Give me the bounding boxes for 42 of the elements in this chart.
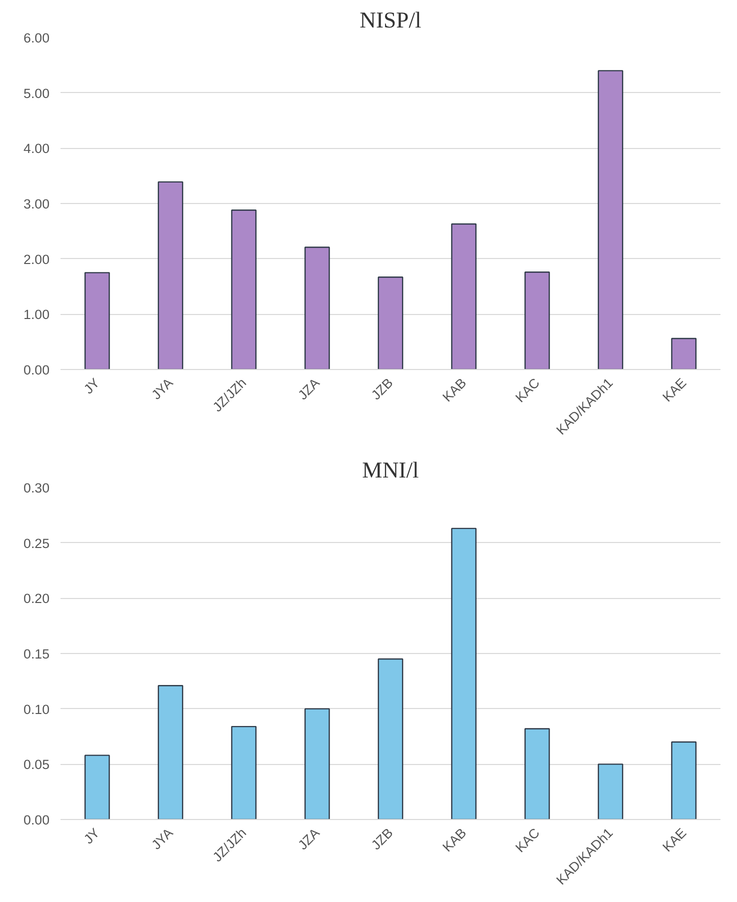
y-tick-label: 0.25 — [24, 536, 50, 551]
bar — [231, 726, 257, 820]
bar — [158, 684, 184, 820]
bar — [524, 728, 550, 820]
y-tick-label: 0.00 — [24, 362, 50, 378]
y-tick-label: 6.00 — [24, 30, 50, 46]
y-tick-label: 0.05 — [24, 757, 50, 772]
y-tick-label: 1.00 — [24, 307, 50, 322]
bar — [598, 70, 624, 370]
bar — [378, 658, 404, 820]
bar — [378, 276, 404, 370]
x-tick-label: JYA — [148, 375, 176, 402]
x-tick-label: JY — [80, 375, 103, 397]
x-tick-label: JZB — [368, 375, 396, 403]
x-tick-label: JY — [80, 825, 103, 847]
bar — [84, 754, 110, 820]
y-tick-label: 5.00 — [24, 86, 50, 101]
bar — [231, 210, 257, 370]
chart-title: NISP/l — [360, 8, 422, 32]
bar — [304, 246, 330, 370]
y-tick-label: 3.00 — [24, 196, 50, 212]
y-tick-label: 0.20 — [24, 591, 50, 606]
y-tick-label: 4.00 — [24, 141, 50, 156]
bar — [671, 741, 697, 820]
x-tick-label: JZA — [295, 375, 323, 403]
bar — [598, 764, 624, 820]
y-tick-label: 2.00 — [24, 252, 50, 267]
bar — [524, 272, 550, 370]
y-tick-label: 0.15 — [24, 646, 50, 662]
x-tick-label: JYA — [148, 825, 176, 852]
bar — [671, 338, 697, 370]
bar — [451, 528, 477, 820]
bar — [158, 181, 184, 370]
x-tick-label: JZA — [295, 825, 323, 853]
bar — [451, 223, 477, 370]
bar — [84, 272, 110, 370]
y-tick-label: 0.30 — [24, 480, 50, 496]
bar — [304, 708, 330, 820]
y-tick-label: 0.00 — [24, 812, 50, 828]
y-tick-label: 0.10 — [24, 702, 50, 717]
x-tick-label: JZB — [368, 825, 396, 853]
chart-title: MNI/l — [362, 458, 419, 482]
